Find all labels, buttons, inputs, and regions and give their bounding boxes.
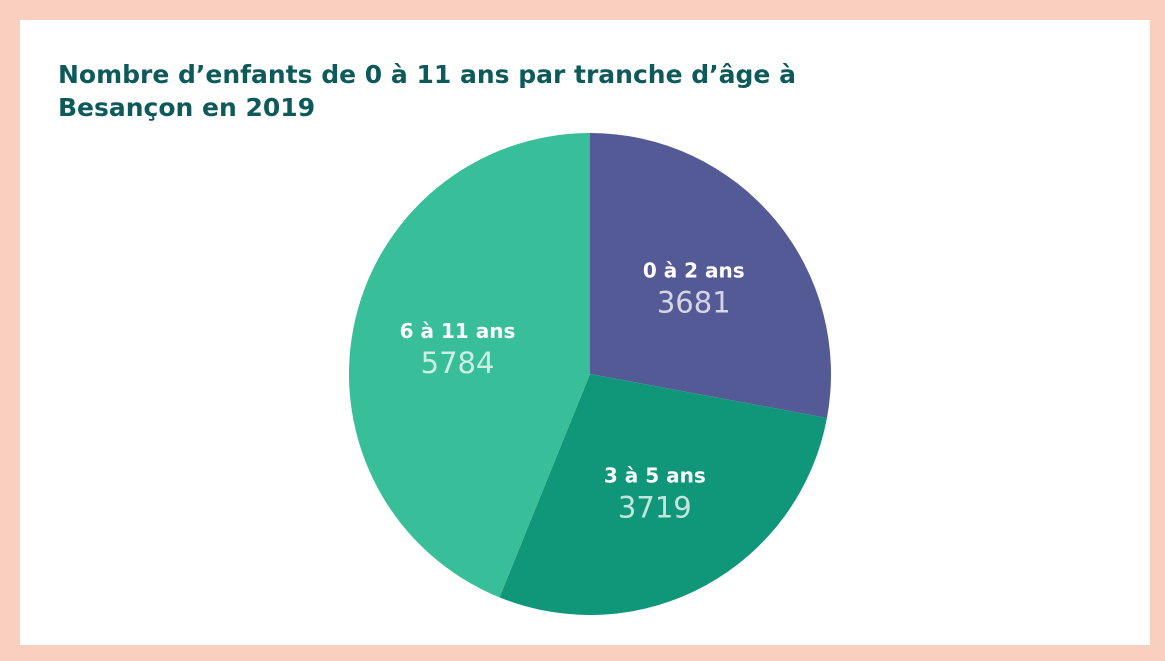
slice-label: 0 à 2 ans — [643, 259, 745, 283]
value-label: 3719 — [618, 490, 692, 524]
pie-slice — [590, 133, 831, 418]
value-label: 5784 — [421, 346, 495, 380]
chart-title: Nombre d’enfants de 0 à 11 ans par tranc… — [58, 60, 796, 122]
pie-slice — [348, 133, 590, 598]
value-label: 3681 — [657, 286, 731, 320]
slice-label: 6 à 11 ans — [400, 319, 516, 343]
pie-slice — [499, 374, 827, 616]
slice-label: 3 à 5 ans — [604, 463, 706, 487]
